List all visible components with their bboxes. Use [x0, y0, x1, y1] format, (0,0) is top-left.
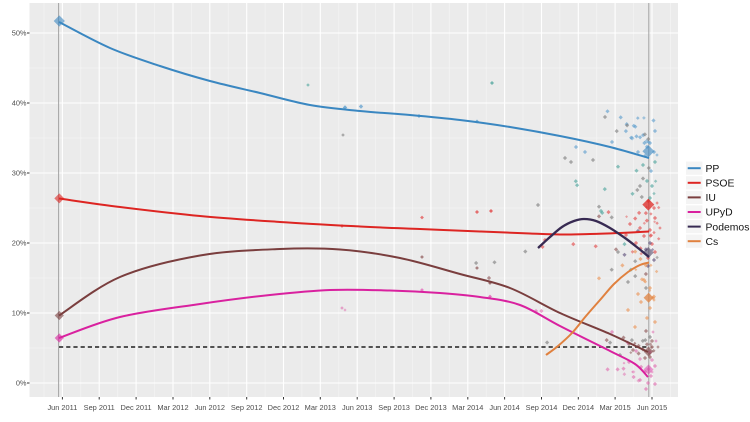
svg-text:PP: PP — [706, 164, 720, 175]
svg-text:50%: 50% — [12, 29, 27, 38]
svg-text:Jun 2015: Jun 2015 — [637, 403, 667, 412]
svg-text:40%: 40% — [12, 99, 27, 108]
svg-text:20%: 20% — [12, 239, 27, 248]
svg-text:Dec 2012: Dec 2012 — [268, 403, 300, 412]
svg-text:Podemos: Podemos — [706, 222, 750, 233]
svg-text:0%: 0% — [16, 379, 27, 388]
svg-text:PSOE: PSOE — [706, 179, 735, 190]
svg-text:Dec 2014: Dec 2014 — [562, 403, 594, 412]
svg-text:Sep 2011: Sep 2011 — [84, 403, 115, 412]
svg-text:Sep 2014: Sep 2014 — [526, 403, 558, 412]
svg-text:Mar 2014: Mar 2014 — [452, 403, 483, 412]
svg-text:Jun 2014: Jun 2014 — [489, 403, 519, 412]
svg-text:Jun 2013: Jun 2013 — [342, 403, 372, 412]
svg-text:Cs: Cs — [706, 237, 719, 248]
svg-text:UPyD: UPyD — [706, 208, 733, 219]
svg-text:Mar 2012: Mar 2012 — [157, 403, 188, 412]
svg-text:Jun 2011: Jun 2011 — [47, 403, 77, 412]
svg-text:Mar 2015: Mar 2015 — [599, 403, 630, 412]
svg-text:Sep 2012: Sep 2012 — [231, 403, 263, 412]
svg-text:Dec 2011: Dec 2011 — [121, 403, 152, 412]
svg-text:Dec 2013: Dec 2013 — [415, 403, 447, 412]
svg-text:Sep 2013: Sep 2013 — [378, 403, 410, 412]
svg-text:30%: 30% — [12, 169, 27, 178]
svg-text:Jun 2012: Jun 2012 — [195, 403, 225, 412]
svg-text:IU: IU — [706, 193, 716, 204]
svg-text:10%: 10% — [12, 309, 27, 318]
svg-text:Mar 2013: Mar 2013 — [305, 403, 336, 412]
